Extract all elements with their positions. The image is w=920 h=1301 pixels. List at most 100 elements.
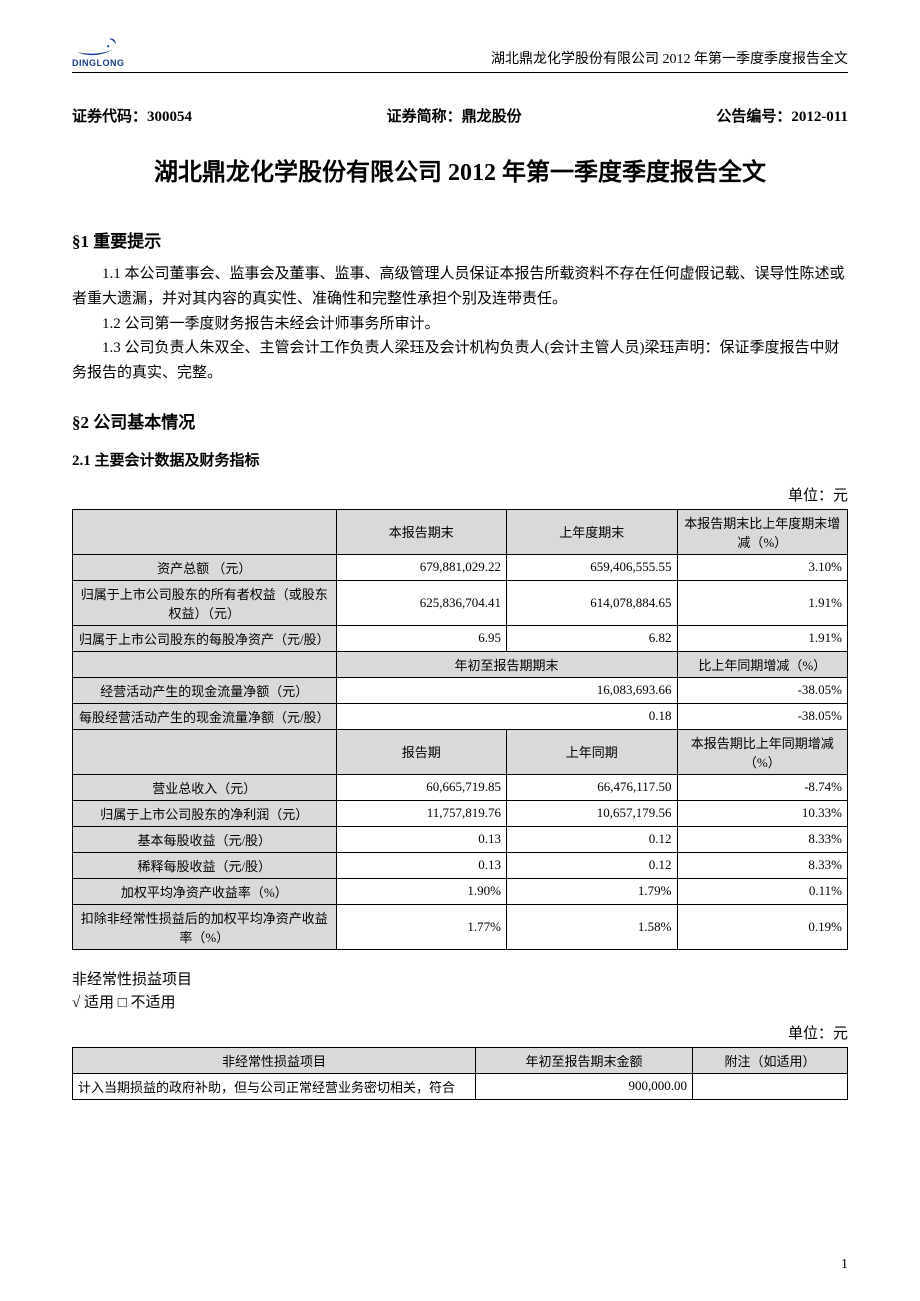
cell: 0.12	[507, 852, 678, 878]
applicable-checkbox: √ 适用 □ 不适用	[72, 991, 848, 1012]
cell: 66,476,117.50	[507, 774, 678, 800]
row-label: 加权平均净资产收益率（%）	[73, 878, 337, 904]
document-title: 湖北鼎龙化学股份有限公司 2012 年第一季度季度报告全文	[72, 152, 848, 187]
table-row: 加权平均净资产收益率（%） 1.90% 1.79% 0.11%	[73, 878, 848, 904]
table-row: 计入当期损益的政府补助，但与公司正常经营业务密切相关，符合 900,000.00	[73, 1073, 848, 1099]
cell: 3.10%	[677, 554, 848, 580]
th-yoy: 比上年同期增减（%）	[677, 651, 848, 677]
cell: -38.05%	[677, 703, 848, 729]
cell: -38.05%	[677, 677, 848, 703]
row-label: 资产总额 （元）	[73, 554, 337, 580]
table-row: 归属于上市公司股东的所有者权益（或股东权益）（元） 625,836,704.41…	[73, 580, 848, 625]
page-number: 1	[841, 1257, 848, 1273]
row-label: 归属于上市公司股东的每股净资产（元/股）	[73, 625, 337, 651]
table-row: 经营活动产生的现金流量净额（元） 16,083,693.66 -38.05%	[73, 677, 848, 703]
section-2-1-heading: 2.1 主要会计数据及财务指标	[72, 449, 848, 470]
financial-table-1: 本报告期末 上年度期末 本报告期末比上年度期末增减（%） 资产总额 （元） 67…	[72, 509, 848, 950]
th-change: 本报告期末比上年度期末增减（%）	[677, 509, 848, 554]
section-2-heading: §2 公司基本情况	[72, 408, 848, 433]
cell: 8.33%	[677, 826, 848, 852]
row-label: 经营活动产生的现金流量净额（元）	[73, 677, 337, 703]
cell: -8.74%	[677, 774, 848, 800]
th-item: 非经常性损益项目	[73, 1047, 476, 1073]
row-label: 营业总收入（元）	[73, 774, 337, 800]
cell: 16,083,693.66	[336, 677, 677, 703]
securities-short: 证券简称：鼎龙股份	[387, 105, 522, 126]
table-row: 资产总额 （元） 679,881,029.22 659,406,555.55 3…	[73, 554, 848, 580]
table-row: 基本每股收益（元/股） 0.13 0.12 8.33%	[73, 826, 848, 852]
cell: 625,836,704.41	[336, 580, 507, 625]
logo-icon	[76, 36, 120, 58]
non-recurring-label: 非经常性损益项目	[72, 968, 848, 989]
cell: 8.33%	[677, 852, 848, 878]
cell: 1.58%	[507, 904, 678, 949]
cell: 1.90%	[336, 878, 507, 904]
financial-table-2: 非经常性损益项目 年初至报告期末金额 附注（如适用） 计入当期损益的政府补助，但…	[72, 1047, 848, 1100]
announcement-no: 公告编号：2012-011	[716, 105, 848, 126]
table-row: 归属于上市公司股东的每股净资产（元/股） 6.95 6.82 1.91%	[73, 625, 848, 651]
th-change2: 本报告期比上年同期增减（%）	[677, 729, 848, 774]
para-1-1: 1.1 本公司董事会、监事会及董事、监事、高级管理人员保证本报告所载资料不存在任…	[72, 262, 848, 312]
cell	[693, 1073, 848, 1099]
cell: 0.19%	[677, 904, 848, 949]
cell: 6.82	[507, 625, 678, 651]
cell: 6.95	[336, 625, 507, 651]
th-blank	[73, 651, 337, 677]
cell: 1.91%	[677, 625, 848, 651]
securities-code: 证券代码：300054	[72, 105, 192, 126]
cell: 计入当期损益的政府补助，但与公司正常经营业务密切相关，符合	[73, 1073, 476, 1099]
cell: 60,665,719.85	[336, 774, 507, 800]
row-label: 每股经营活动产生的现金流量净额（元/股）	[73, 703, 337, 729]
running-title: 湖北鼎龙化学股份有限公司 2012 年第一季度季度报告全文	[491, 48, 848, 68]
table-row: 扣除非经常性损益后的加权平均净资产收益率（%） 1.77% 1.58% 0.19…	[73, 904, 848, 949]
logo-text: DINGLONG	[72, 59, 125, 68]
para-1-2: 1.2 公司第一季度财务报告未经会计师事务所审计。	[72, 312, 848, 337]
section-1-heading: §1 重要提示	[72, 227, 848, 252]
row-label: 稀释每股收益（元/股）	[73, 852, 337, 878]
th-report: 报告期	[336, 729, 507, 774]
cell: 1.91%	[677, 580, 848, 625]
cell: 10.33%	[677, 800, 848, 826]
cell: 659,406,555.55	[507, 554, 678, 580]
cell: 0.12	[507, 826, 678, 852]
th-current: 本报告期末	[336, 509, 507, 554]
unit-label-1: 单位：元	[72, 484, 848, 505]
cell: 614,078,884.65	[507, 580, 678, 625]
th-prev-year: 上年同期	[507, 729, 678, 774]
th-amount: 年初至报告期末金额	[476, 1047, 693, 1073]
cell: 900,000.00	[476, 1073, 693, 1099]
cell: 0.13	[336, 826, 507, 852]
company-logo: DINGLONG	[72, 36, 125, 68]
cell: 11,757,819.76	[336, 800, 507, 826]
th-ytd: 年初至报告期期末	[336, 651, 677, 677]
cell: 0.13	[336, 852, 507, 878]
row-label: 归属于上市公司股东的净利润（元）	[73, 800, 337, 826]
th-prev: 上年度期末	[507, 509, 678, 554]
unit-label-2: 单位：元	[72, 1022, 848, 1043]
cell: 0.18	[336, 703, 677, 729]
para-1-1-text: 1.1 本公司董事会、监事会及董事、监事、高级管理人员保证本报告所载资料不存在任…	[72, 266, 845, 307]
row-label: 归属于上市公司股东的所有者权益（或股东权益）（元）	[73, 580, 337, 625]
cell: 0.11%	[677, 878, 848, 904]
row-label: 扣除非经常性损益后的加权平均净资产收益率（%）	[73, 904, 337, 949]
cell: 679,881,029.22	[336, 554, 507, 580]
table-row: 非经常性损益项目 年初至报告期末金额 附注（如适用）	[73, 1047, 848, 1073]
th-note: 附注（如适用）	[693, 1047, 848, 1073]
table-row: 本报告期末 上年度期末 本报告期末比上年度期末增减（%）	[73, 509, 848, 554]
table-row: 归属于上市公司股东的净利润（元） 11,757,819.76 10,657,17…	[73, 800, 848, 826]
th-blank	[73, 729, 337, 774]
para-1-3: 1.3 公司负责人朱双全、主管会计工作负责人梁珏及会计机构负责人(会计主管人员)…	[72, 336, 848, 386]
row-label: 基本每股收益（元/股）	[73, 826, 337, 852]
document-page: DINGLONG 湖北鼎龙化学股份有限公司 2012 年第一季度季度报告全文 证…	[0, 0, 920, 1301]
page-header: DINGLONG 湖北鼎龙化学股份有限公司 2012 年第一季度季度报告全文	[72, 36, 848, 73]
table-row: 营业总收入（元） 60,665,719.85 66,476,117.50 -8.…	[73, 774, 848, 800]
cell: 1.79%	[507, 878, 678, 904]
table-row: 稀释每股收益（元/股） 0.13 0.12 8.33%	[73, 852, 848, 878]
cell: 10,657,179.56	[507, 800, 678, 826]
table-row: 报告期 上年同期 本报告期比上年同期增减（%）	[73, 729, 848, 774]
th-blank	[73, 509, 337, 554]
meta-row: 证券代码：300054 证券简称：鼎龙股份 公告编号：2012-011	[72, 105, 848, 126]
table-row: 年初至报告期期末 比上年同期增减（%）	[73, 651, 848, 677]
cell: 1.77%	[336, 904, 507, 949]
table-row: 每股经营活动产生的现金流量净额（元/股） 0.18 -38.05%	[73, 703, 848, 729]
